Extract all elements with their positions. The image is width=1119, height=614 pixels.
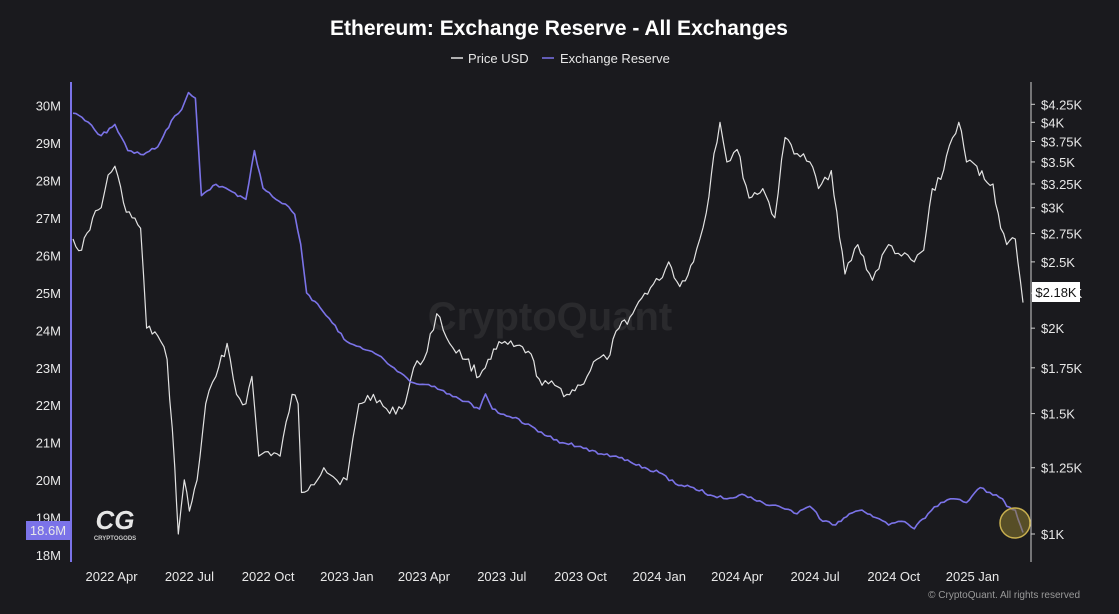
right-tick-label: $4K (1041, 115, 1064, 130)
right-axis-ticks: $1K$1.25K$1.5K$1.75K$2K$2.25K$2.5K$2.75K… (1031, 97, 1083, 542)
left-tick-label: 22M (36, 398, 61, 413)
legend-label-price: Price USD (468, 51, 529, 66)
left-tick-label: 26M (36, 248, 61, 263)
left-tick-label: 21M (36, 436, 61, 451)
left-tick-label: 28M (36, 174, 61, 189)
legend: Price USD Exchange Reserve (451, 51, 670, 66)
x-tick-label: 2024 Apr (711, 569, 764, 584)
left-tick-label: 29M (36, 136, 61, 151)
legend-item-reserve[interactable]: Exchange Reserve (542, 51, 670, 66)
left-tick-label: 30M (36, 99, 61, 114)
right-tick-label: $1.75K (1041, 361, 1083, 376)
legend-item-price[interactable]: Price USD (451, 51, 529, 66)
left-tick-label: 24M (36, 323, 61, 338)
left-tick-label: 25M (36, 286, 61, 301)
x-tick-label: 2023 Oct (554, 569, 607, 584)
logo-mark: CG (96, 505, 135, 535)
copyright-footer: © CryptoQuant. All rights reserved (928, 590, 1080, 601)
price-usd-line (72, 121, 1024, 535)
right-tick-label: $1.25K (1041, 461, 1083, 476)
left-tick-label: 23M (36, 361, 61, 376)
right-current-value-badge: $2.18K (1032, 282, 1080, 302)
logo-caption: CRYPTOGODS (94, 536, 136, 542)
cursor-marker (999, 507, 1031, 539)
x-tick-label: 2024 Jan (633, 569, 687, 584)
x-tick-label: 2022 Apr (85, 569, 138, 584)
x-tick-label: 2024 Oct (867, 569, 920, 584)
x-tick-label: 2023 Jan (320, 569, 374, 584)
right-tick-label: $3.75K (1041, 134, 1083, 149)
x-tick-label: 2025 Jan (946, 569, 1000, 584)
legend-label-reserve: Exchange Reserve (560, 51, 670, 66)
chart-title: Ethereum: Exchange Reserve - All Exchang… (330, 17, 788, 40)
x-tick-label: 2023 Apr (398, 569, 451, 584)
series-layer (72, 91, 1024, 535)
right-tick-label: $1K (1041, 527, 1064, 542)
x-tick-label: 2024 Jul (790, 569, 839, 584)
watermark: CryptoQuant (428, 295, 672, 339)
left-current-value-badge: 18.6M (26, 521, 71, 540)
left-current-value-label: 18.6M (30, 523, 66, 538)
x-tick-label: 2022 Oct (242, 569, 295, 584)
x-tick-label: 2023 Jul (477, 569, 526, 584)
logo: CG CRYPTOGODS (94, 505, 136, 542)
right-tick-label: $3K (1041, 201, 1064, 216)
x-tick-label: 2022 Jul (165, 569, 214, 584)
right-tick-label: $3.25K (1041, 177, 1083, 192)
right-tick-label: $3.5K (1041, 155, 1075, 170)
right-tick-label: $4.25K (1041, 97, 1083, 112)
right-tick-label: $2.75K (1041, 227, 1083, 242)
right-current-value-label: $2.18K (1035, 285, 1077, 300)
right-tick-label: $2K (1041, 321, 1064, 336)
exchange-reserve-line (72, 91, 1024, 533)
right-tick-label: $2.5K (1041, 255, 1075, 270)
left-tick-label: 20M (36, 473, 61, 488)
left-tick-label: 27M (36, 211, 61, 226)
left-tick-label: 18M (36, 548, 61, 563)
x-axis-ticks: 2022 Apr 2022 Jul 2022 Oct 2023 Jan 2023 Apr… (85, 569, 999, 584)
right-tick-label: $1.5K (1041, 407, 1075, 422)
